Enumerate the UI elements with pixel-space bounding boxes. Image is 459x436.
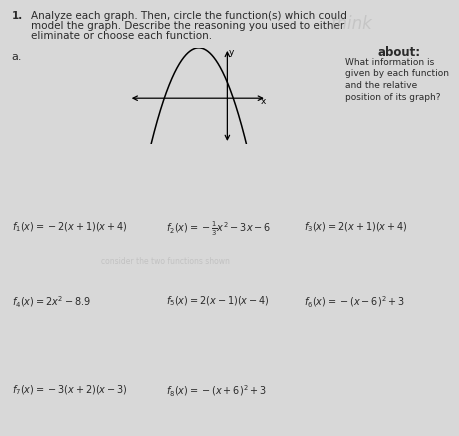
- Text: What information is: What information is: [344, 58, 433, 67]
- Text: $f_4(x) = 2x^2 - 8.9$: $f_4(x) = 2x^2 - 8.9$: [11, 294, 90, 310]
- Text: $f_7(x) = -3(x + 2)(x - 3)$: $f_7(x) = -3(x + 2)(x - 3)$: [11, 384, 127, 397]
- Text: and the relative: and the relative: [344, 81, 416, 90]
- Text: x: x: [260, 97, 265, 106]
- Text: Analyze each graph. Then, circle the function(s) which could: Analyze each graph. Then, circle the fun…: [31, 11, 347, 21]
- Text: think: think: [330, 15, 372, 33]
- Text: position of its graph?: position of its graph?: [344, 93, 440, 102]
- Text: eliminate or choose each function.: eliminate or choose each function.: [31, 31, 212, 41]
- Text: a.: a.: [11, 52, 22, 62]
- Text: consider the two functions shown: consider the two functions shown: [101, 257, 230, 266]
- Text: about:: about:: [376, 46, 420, 59]
- Text: model the graph. Describe the reasoning you used to either: model the graph. Describe the reasoning …: [31, 21, 344, 31]
- Text: y: y: [229, 48, 234, 57]
- Text: $f_2(x) = -\frac{1}{3}x^2 - 3x - 6$: $f_2(x) = -\frac{1}{3}x^2 - 3x - 6$: [165, 220, 270, 238]
- Text: $f_5(x) = 2(x - 1)(x - 4)$: $f_5(x) = 2(x - 1)(x - 4)$: [165, 294, 269, 308]
- Text: 1.: 1.: [11, 11, 22, 21]
- Text: given by each function: given by each function: [344, 69, 448, 78]
- Text: $f_3(x) = 2(x + 1)(x + 4)$: $f_3(x) = 2(x + 1)(x + 4)$: [303, 220, 407, 234]
- Text: $f_6(x) = -(x - 6)^2 + 3$: $f_6(x) = -(x - 6)^2 + 3$: [303, 294, 404, 310]
- Text: $f_1(x) = -2(x + 1)(x + 4)$: $f_1(x) = -2(x + 1)(x + 4)$: [11, 220, 127, 234]
- Text: $f_8(x) = -(x + 6)^2 + 3$: $f_8(x) = -(x + 6)^2 + 3$: [165, 384, 266, 399]
